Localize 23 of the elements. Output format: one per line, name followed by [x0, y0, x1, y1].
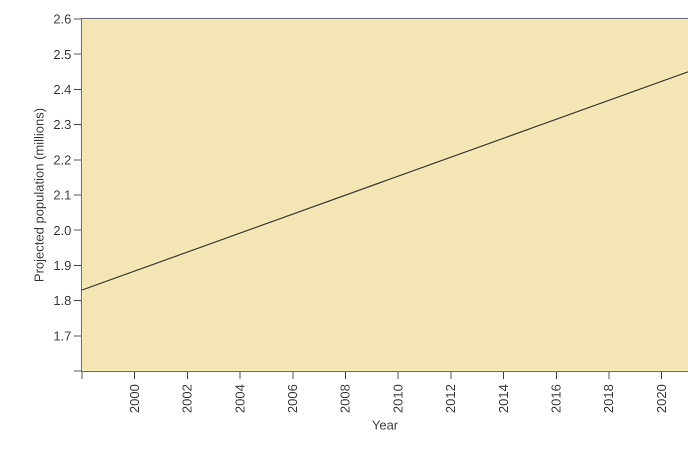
x-axis-title: Year	[372, 418, 399, 433]
x-tick-label: 2018	[601, 384, 616, 414]
x-tick-label: 2012	[443, 384, 458, 414]
y-tick-label: 2.3	[53, 117, 72, 132]
x-tick-label: 2004	[232, 384, 248, 414]
y-tick-label: 2.6	[53, 12, 72, 27]
y-tick-label: 1.9	[53, 258, 72, 273]
x-tick-label: 2000	[126, 384, 142, 414]
y-tick-label: 1.7	[53, 328, 72, 344]
x-tick-label: 2008	[338, 384, 353, 414]
y-tick-label: 2.0	[53, 222, 72, 238]
x-tick-label: 2010	[390, 384, 406, 414]
x-tick-label: 2016	[548, 384, 564, 414]
x-tick-label: 2014	[496, 384, 511, 414]
y-tick-label: 1.8	[53, 293, 72, 308]
x-tick-label: 2020	[654, 384, 669, 414]
y-tick-label: 2.2	[53, 152, 72, 168]
x-tick-label: 2002	[180, 384, 195, 414]
y-tick-label: 2.4	[53, 82, 72, 97]
x-tick-label: 2006	[285, 384, 300, 414]
y-tick-label: 2.1	[53, 188, 72, 203]
y-tick-label: 2.5	[53, 46, 72, 62]
y-axis-title: Projected population (millions)	[31, 108, 46, 282]
